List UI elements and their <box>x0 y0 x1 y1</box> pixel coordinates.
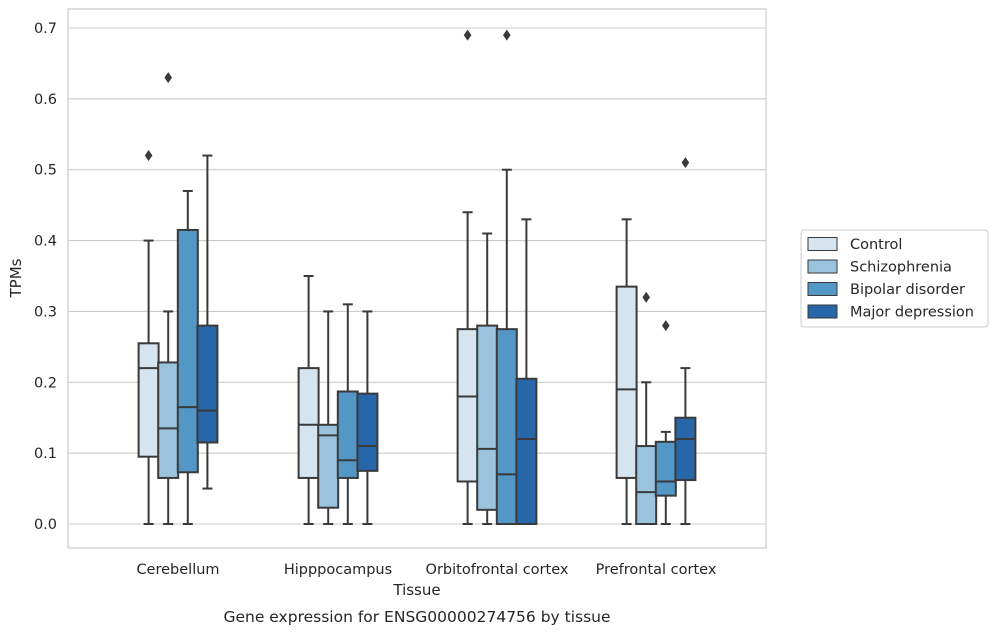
box-iqr <box>297 367 320 479</box>
box-iqr <box>635 445 658 525</box>
legend-swatch <box>807 282 838 296</box>
box-bipolar-disorder <box>654 320 677 525</box>
x-tick-labels: Cerebellum Hipppocampus Orbitofrontal cort… <box>136 562 716 578</box>
box-control <box>615 218 638 525</box>
outlier-point <box>463 29 472 41</box>
legend-label: Control <box>850 237 902 253</box>
outlier-point <box>144 150 153 162</box>
x-tick-label: Hipppocampus <box>284 562 392 578</box>
box-plots <box>137 29 697 525</box>
y-tick-label: 0.1 <box>34 446 57 462</box>
chart-caption: Gene expression for ENSG00000274756 by t… <box>223 608 610 626</box>
legend-frame <box>800 229 989 328</box>
box-control <box>456 29 479 525</box>
box-schizophrenia <box>317 310 340 525</box>
outlier-point <box>681 157 690 169</box>
box-iqr <box>157 361 180 479</box>
box-major-depression <box>674 157 697 525</box>
box-schizophrenia <box>476 232 499 525</box>
box-major-depression <box>196 154 219 490</box>
outlier-point <box>662 320 670 332</box>
box-major-depression <box>356 310 379 525</box>
x-tick-label: Orbitofrontal cortex <box>426 562 569 578</box>
box-iqr <box>176 228 199 474</box>
y-axis-label: TPMs <box>7 258 25 298</box>
legend-label: Major depression <box>850 305 974 321</box>
box-control <box>137 150 160 525</box>
box-iqr <box>317 423 340 509</box>
legend: Control Schizophrenia Bipolar disorder Majo… <box>800 229 989 328</box>
x-tick-label: Prefrontal cortex <box>596 562 717 578</box>
outlier-point <box>642 291 650 303</box>
box-schizophrenia <box>635 291 658 525</box>
legend-swatch <box>807 237 838 251</box>
box-iqr <box>336 390 359 479</box>
x-tick-label: Cerebellum <box>136 562 219 578</box>
y-tick-label: 0.7 <box>34 21 57 37</box>
outlier-point <box>164 72 172 84</box>
plot-frame <box>67 8 767 549</box>
box-control <box>297 275 320 525</box>
y-tick-label: 0.3 <box>34 304 57 320</box>
box-iqr <box>495 328 518 525</box>
legend-label: Schizophrenia <box>850 260 952 276</box>
box-iqr <box>196 324 219 444</box>
box-iqr <box>654 440 677 497</box>
legend-swatch <box>807 259 838 274</box>
box-iqr <box>356 392 379 472</box>
legend-swatch <box>807 304 838 319</box>
box-iqr <box>476 324 499 511</box>
y-tick-label: 0.4 <box>34 234 57 250</box>
box-iqr <box>456 328 479 483</box>
legend-label: Bipolar disorder <box>850 282 965 298</box>
box-major-depression <box>515 218 538 525</box>
y-tick-label: 0.0 <box>34 517 57 533</box>
y-tick-label: 0.2 <box>34 375 57 391</box>
box-bipolar-disorder <box>495 29 518 525</box>
box-schizophrenia <box>157 72 180 525</box>
outlier-point <box>503 29 511 41</box>
x-axis-label: Tissue <box>392 581 440 599</box>
box-bipolar-disorder <box>336 303 359 525</box>
box-iqr <box>137 342 160 458</box>
box-bipolar-disorder <box>176 189 199 525</box>
box-iqr <box>515 377 538 525</box>
y-tick-labels: 0.0 0.1 0.2 0.3 0.4 0.5 0.6 0.7 <box>34 21 57 533</box>
box-iqr <box>674 416 697 482</box>
box-iqr <box>615 285 638 479</box>
y-tick-label: 0.5 <box>34 163 57 179</box>
y-tick-label: 0.6 <box>34 92 57 108</box>
